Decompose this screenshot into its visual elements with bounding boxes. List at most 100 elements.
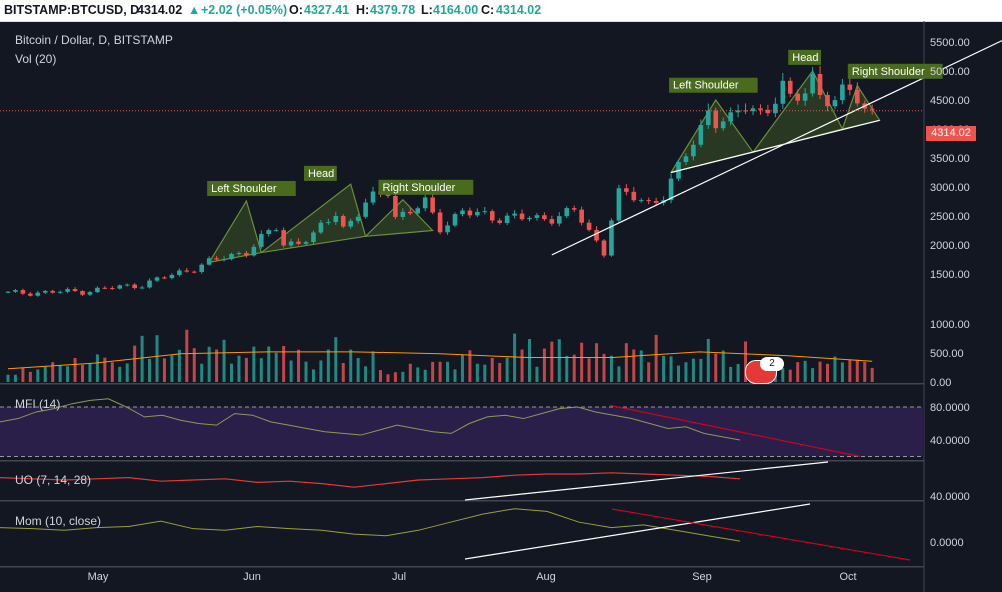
pattern-triangle-3	[669, 98, 755, 174]
candle-body	[117, 285, 123, 289]
price-tick-label: 1500.00	[930, 269, 970, 281]
candle-body	[430, 197, 435, 213]
candle-body	[489, 211, 495, 221]
volume-bar	[684, 362, 688, 382]
candle-body	[28, 293, 33, 296]
volume-bar	[460, 354, 464, 382]
volume-bar	[691, 358, 695, 382]
candle-body	[743, 110, 748, 112]
candle-body	[65, 289, 70, 292]
symbol-label[interactable]: BITSTAMP:BTCUSD, D	[4, 3, 140, 17]
uo-tick-label: 40.0000	[930, 491, 970, 503]
pattern-label-5: Right Shoulder	[852, 66, 925, 78]
volume-bar	[528, 339, 531, 382]
volume-bar	[379, 370, 382, 382]
volume-bar	[848, 360, 852, 382]
volume-bar	[714, 353, 718, 382]
candle-body	[110, 288, 115, 290]
mom-legend: Mom (10, close)	[15, 514, 102, 528]
pane-separator	[0, 566, 924, 568]
volume-bar	[81, 364, 84, 382]
volume-bar	[572, 354, 576, 382]
candle-body	[42, 290, 48, 293]
candle-body	[847, 84, 853, 90]
candle-body	[355, 216, 361, 221]
candle-body	[415, 208, 421, 214]
volume-bar	[349, 349, 353, 382]
volume-bar	[73, 358, 77, 382]
uo-line	[0, 472, 741, 488]
candle-body	[363, 202, 368, 217]
candle-body	[303, 242, 309, 244]
candle-body	[594, 229, 599, 241]
candle-body	[229, 253, 234, 260]
volume-bar	[788, 369, 792, 382]
volume-bar	[833, 356, 837, 382]
uo-trendline	[464, 461, 829, 501]
candle-body	[139, 287, 145, 289]
candle-body	[400, 211, 406, 217]
candle-body	[795, 93, 800, 101]
volume-bar	[706, 338, 710, 382]
candle-body	[370, 191, 376, 203]
volume-bar	[729, 366, 733, 382]
candle-body	[557, 216, 562, 224]
candle-body	[266, 230, 272, 235]
volume-bar	[200, 363, 204, 382]
mfi-trendline	[609, 404, 861, 458]
candle-body	[50, 290, 55, 293]
price-tick-label: 4500.00	[930, 95, 970, 107]
volume-bar	[297, 349, 301, 382]
volume-bar	[28, 371, 32, 382]
volume-bar	[43, 366, 47, 382]
pattern-label-bg	[207, 180, 296, 196]
candle-body	[422, 197, 428, 209]
date-tick-label: May	[88, 571, 109, 583]
candle-body	[95, 287, 100, 293]
candle-body	[653, 201, 659, 203]
candle-body	[802, 93, 808, 101]
pattern-triangle-0	[207, 199, 263, 264]
pattern-label-bg	[304, 165, 337, 181]
volume-ma-line	[7, 351, 873, 370]
volume-bar	[840, 362, 844, 382]
volume-bar	[36, 369, 40, 382]
candle-body	[244, 253, 249, 256]
change-up-icon: ▲	[188, 3, 201, 17]
chart-canvas[interactable]: Left Shoulder Head Right Shoulder Left Shou…	[0, 21, 1002, 592]
volume-bar	[133, 345, 137, 382]
volume-bar	[632, 349, 636, 382]
volume-bar	[662, 355, 666, 382]
candle-body	[281, 230, 286, 246]
candle-body	[869, 108, 875, 110]
candle-body	[251, 246, 257, 256]
volume-tick-label: 0.00	[930, 377, 951, 389]
volume-bar	[88, 363, 92, 382]
volume-bar	[393, 372, 397, 382]
volume-bar	[125, 363, 129, 382]
volume-badge: 2	[760, 357, 784, 371]
candle-body	[296, 241, 301, 244]
pane-separator	[0, 383, 924, 385]
candle-body	[728, 112, 733, 122]
candle-body	[445, 225, 450, 233]
pattern-label-bg	[847, 63, 943, 79]
pattern-label-1: Head	[308, 168, 334, 180]
date-tick-label: Jun	[243, 571, 261, 583]
candle-body	[482, 211, 488, 213]
price-tick-label: 3500.00	[930, 153, 970, 165]
volume-bar	[669, 356, 673, 382]
volume-bar	[639, 350, 643, 382]
candle-body	[646, 200, 651, 202]
candle-body	[609, 220, 614, 256]
volume-bar	[386, 374, 390, 382]
volume-bar	[118, 366, 122, 382]
volume-bar	[542, 348, 546, 382]
pattern-label-4: Head	[792, 52, 818, 64]
candle-body	[348, 220, 353, 227]
mom-red-trendline	[611, 508, 911, 561]
candle-body	[5, 291, 11, 293]
volume-bar	[423, 369, 427, 382]
candle-body	[177, 270, 182, 275]
candle-body	[72, 289, 78, 292]
